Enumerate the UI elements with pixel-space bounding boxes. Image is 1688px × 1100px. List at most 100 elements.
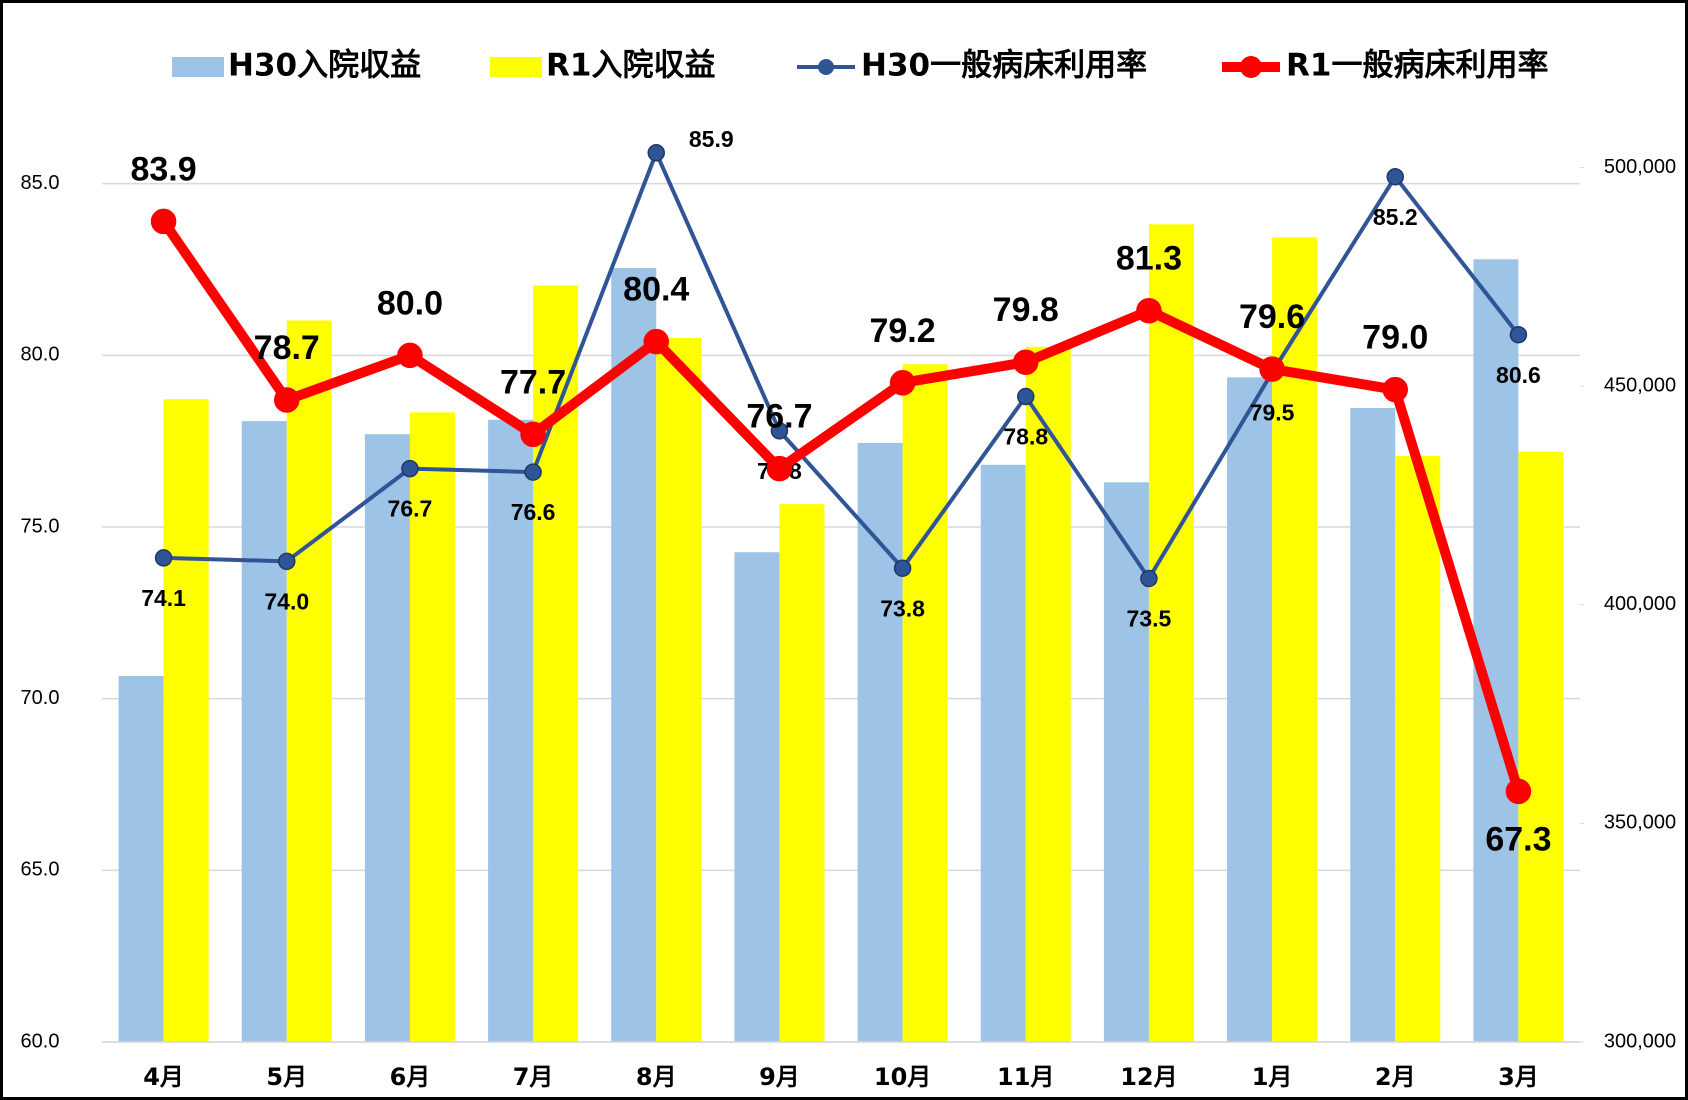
data-label: 81.3 [1116, 240, 1182, 278]
point [889, 370, 916, 396]
y-tick-label: 70.0 [21, 687, 60, 709]
data-label: 79.8 [993, 291, 1059, 329]
point [1140, 569, 1158, 588]
x-tick-label: 9月 [759, 1063, 800, 1091]
x-tick-label: 8月 [636, 1063, 677, 1091]
point [1017, 387, 1035, 406]
x-tick-label: 2月 [1375, 1063, 1416, 1091]
bar [611, 268, 657, 1042]
y-tick-label: 75.0 [21, 515, 60, 537]
point [893, 559, 912, 577]
bar [980, 464, 1026, 1043]
data-label: 73.8 [880, 595, 925, 621]
bar [857, 442, 903, 1042]
x-tick-label: 3月 [1498, 1063, 1539, 1091]
data-label: 67.3 [1485, 820, 1551, 858]
point [1386, 168, 1404, 186]
y-tick-label: 65.0 [21, 859, 60, 881]
bar [734, 552, 780, 1042]
bar [364, 434, 410, 1042]
y2-tick-label: 300,000 [1604, 1030, 1676, 1052]
legend-swatch [172, 57, 224, 77]
data-label: 79.2 [869, 312, 935, 350]
data-label: 80.6 [1496, 362, 1541, 388]
x-tick-label: 10月 [874, 1063, 931, 1091]
y-tick-label: 85.0 [21, 172, 60, 194]
data-label: 76.7 [746, 398, 812, 436]
point [154, 549, 173, 567]
line [163, 150, 1520, 581]
point [524, 463, 542, 481]
legend-label: R1入院収益 [546, 48, 715, 84]
data-label: 85.2 [1373, 204, 1418, 230]
bar [1518, 451, 1564, 1043]
data-label: 76.6 [511, 499, 556, 525]
data-label: 79.6 [1239, 298, 1305, 336]
data-label: 80.0 [377, 284, 443, 322]
bar [1227, 377, 1273, 1042]
x-tick-label: 7月 [513, 1063, 554, 1091]
bar [1350, 407, 1396, 1042]
legend-label: R1一般病床利用率 [1286, 48, 1548, 84]
bar [163, 399, 209, 1043]
point [150, 208, 177, 235]
data-label: 77.7 [500, 363, 566, 401]
bar [241, 421, 287, 1042]
point [770, 422, 789, 440]
point [401, 459, 419, 478]
point [1136, 297, 1162, 324]
bar [1148, 224, 1194, 1042]
y-tick-label: 60.0 [21, 1030, 60, 1052]
bar [902, 364, 948, 1042]
bar [779, 504, 825, 1042]
data-label: 76.7 [388, 496, 433, 522]
x-tick-label: 4月 [143, 1063, 184, 1091]
point [397, 342, 423, 369]
data-label: 73.5 [1127, 606, 1172, 632]
bar [286, 320, 332, 1042]
x-tick-label: 1月 [1252, 1063, 1293, 1091]
point [1259, 356, 1285, 382]
bar [118, 676, 164, 1042]
x-tick-label: 11月 [997, 1063, 1054, 1091]
y2-tick-label: 350,000 [1604, 812, 1676, 834]
data-label: 74.1 [141, 585, 186, 611]
point [643, 328, 669, 355]
y-tick-label: 80.0 [21, 344, 60, 366]
legend-swatch [490, 57, 542, 77]
line [159, 218, 1524, 793]
point [647, 144, 665, 162]
data-label: 80.4 [623, 271, 689, 309]
point [1509, 325, 1528, 344]
data-label: 83.9 [130, 150, 196, 188]
x-tick-label: 12月 [1120, 1063, 1177, 1091]
legend-marker [818, 59, 834, 75]
point [278, 552, 296, 571]
bar [1473, 259, 1519, 1042]
legend-label: H30入院収益 [228, 48, 421, 84]
legend-marker [1240, 56, 1262, 78]
y2-tick-label: 400,000 [1604, 593, 1676, 615]
bar [1025, 346, 1071, 1042]
point [1013, 349, 1039, 375]
y2-tick-label: 500,000 [1604, 156, 1676, 178]
x-tick-label: 6月 [390, 1063, 431, 1091]
data-label: 79.5 [1250, 400, 1295, 426]
data-label: 78.7 [254, 329, 320, 367]
data-label: 79.0 [1362, 319, 1428, 357]
bar [1395, 456, 1441, 1042]
y2-tick-label: 450,000 [1604, 374, 1676, 396]
x-tick-label: 5月 [266, 1063, 307, 1091]
bar [409, 412, 455, 1043]
point [274, 387, 300, 413]
point [766, 455, 793, 482]
legend-label: H30一般病床利用率 [861, 48, 1147, 84]
bar [488, 419, 534, 1043]
data-label: 85.9 [689, 126, 734, 152]
data-label: 74.0 [264, 588, 309, 614]
point [1505, 778, 1532, 805]
bar [656, 338, 702, 1042]
point [520, 421, 546, 448]
data-label: 78.8 [1003, 424, 1048, 450]
